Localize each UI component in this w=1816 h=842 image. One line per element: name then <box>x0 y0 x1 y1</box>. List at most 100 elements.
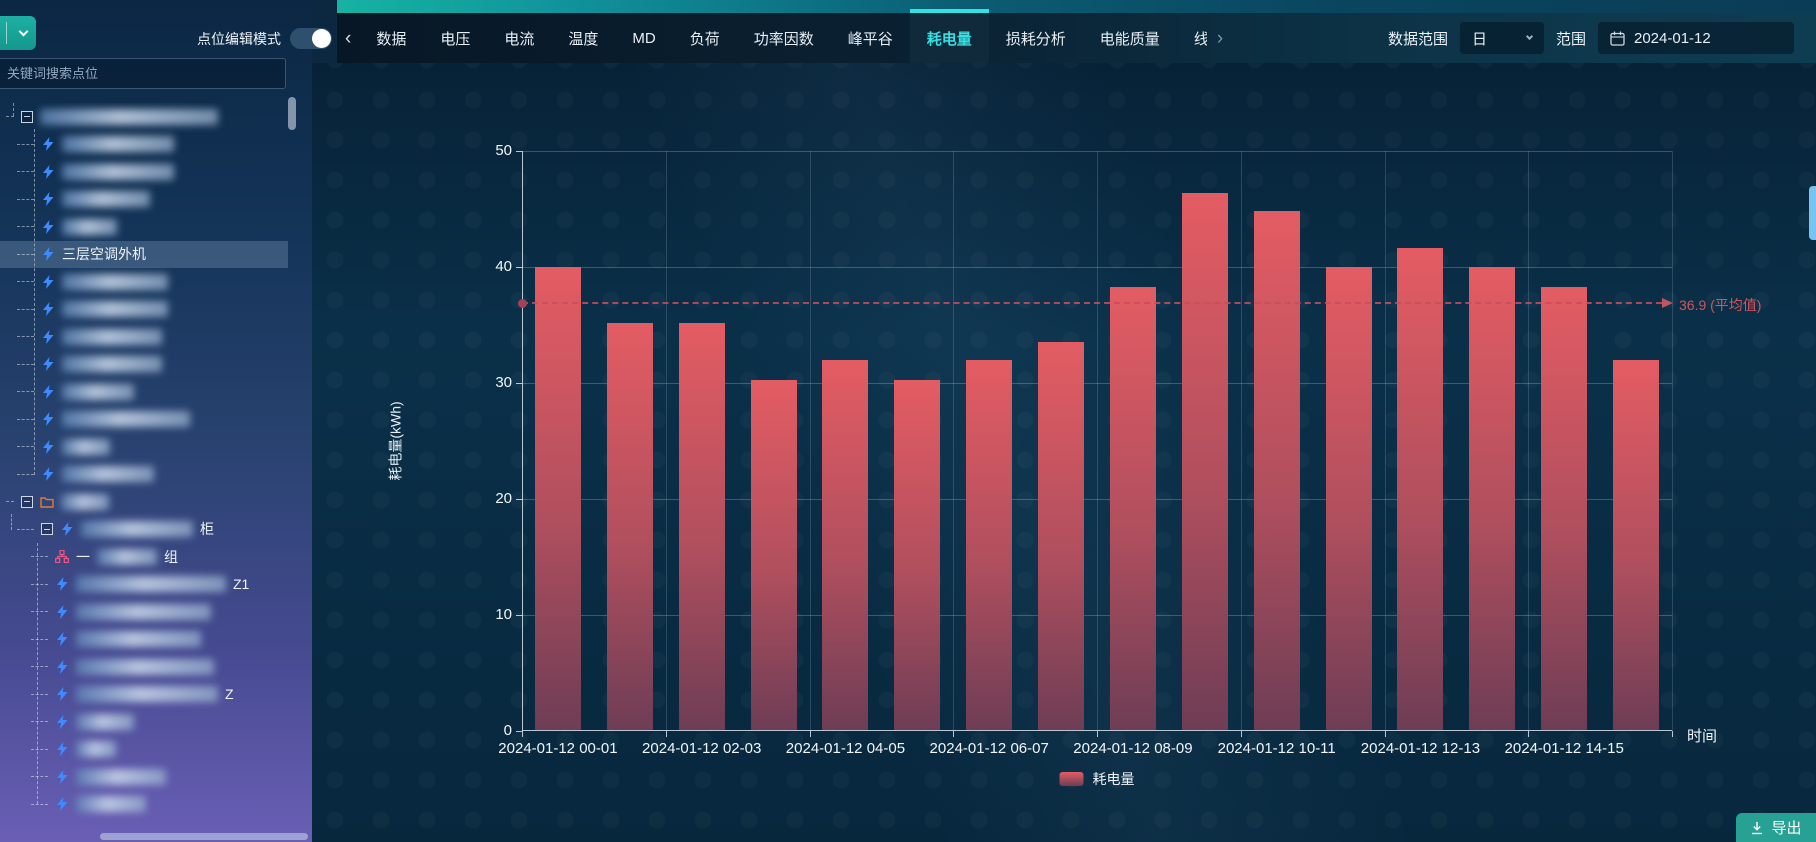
tree-item[interactable] <box>0 598 288 626</box>
collapse-panel-button[interactable] <box>0 16 36 50</box>
tree-item[interactable] <box>0 268 288 296</box>
tree-item[interactable] <box>0 186 288 214</box>
tree-connector <box>31 693 48 695</box>
tree-connector <box>17 253 34 255</box>
bolt-icon <box>42 274 53 289</box>
blurred-label <box>62 328 162 345</box>
collapse-toggle-icon[interactable] <box>41 523 53 536</box>
tree-item[interactable] <box>0 626 288 654</box>
sidebar-scrollbar-thumb[interactable] <box>288 97 296 130</box>
bar-2024-01-12 12-13 <box>1397 248 1444 730</box>
tree-item[interactable] <box>0 736 288 764</box>
tree-item[interactable] <box>0 213 288 241</box>
tab-MD[interactable]: MD <box>632 29 656 47</box>
bar-2024-01-12 08-09 <box>1109 286 1156 730</box>
blurred-label <box>62 411 190 428</box>
tree-connector <box>31 638 48 640</box>
x-gridline <box>1384 151 1386 731</box>
tab-数据[interactable]: 数据 <box>376 30 407 48</box>
legend-item[interactable]: 耗电量 <box>1059 769 1135 789</box>
bolt-icon <box>61 522 72 537</box>
tree-item[interactable] <box>0 378 288 406</box>
tree-connector <box>17 308 34 310</box>
average-line-arrow-icon <box>1662 297 1673 308</box>
tree-item[interactable] <box>0 763 288 791</box>
tab-负荷[interactable]: 负荷 <box>689 30 720 48</box>
tree-item[interactable] <box>0 406 288 434</box>
download-icon <box>1752 821 1763 834</box>
tree-item[interactable] <box>0 461 288 489</box>
collapse-toggle-icon[interactable] <box>21 495 33 508</box>
tree-item[interactable] <box>0 791 288 819</box>
tree-item[interactable]: 柜 <box>0 516 288 544</box>
export-button[interactable]: 导出 <box>1736 813 1816 842</box>
sidebar-hscrollbar-thumb[interactable] <box>100 833 308 840</box>
date-picker[interactable]: 2024-01-12 <box>1598 22 1794 54</box>
tab-温度[interactable]: 温度 <box>568 30 599 48</box>
edit-mode-toggle[interactable] <box>290 28 332 49</box>
tree-item[interactable] <box>0 351 288 379</box>
bar-2024-01-12 01-02 <box>606 322 653 730</box>
tree-item[interactable] <box>0 131 288 159</box>
tab-功率因数[interactable]: 功率因数 <box>753 30 814 48</box>
bar-2024-01-12 04-05 <box>822 359 869 730</box>
tree-item-selected[interactable]: 三层空调外机 <box>0 240 288 268</box>
blurred-label <box>62 466 154 483</box>
chevron-down-icon <box>1525 32 1534 41</box>
tab-电流[interactable]: 电流 <box>504 30 535 48</box>
blurred-label <box>76 686 218 703</box>
blurred-label <box>61 493 109 510</box>
tree-item[interactable] <box>0 708 288 736</box>
collapse-toggle-icon[interactable] <box>21 110 33 123</box>
tree-item[interactable]: 一组 <box>0 543 288 571</box>
x-tick-label: 2024-01-12 04-05 <box>785 740 906 757</box>
bolt-icon <box>42 219 53 234</box>
tab-峰平谷[interactable]: 峰平谷 <box>847 30 893 48</box>
tree-item[interactable]: Z <box>0 681 288 709</box>
bolt-icon <box>56 632 67 647</box>
y-tick-label: 30 <box>495 374 512 391</box>
search-input[interactable] <box>0 58 286 89</box>
tab-电能质量[interactable]: 电能质量 <box>1099 30 1160 48</box>
tree-item[interactable] <box>0 488 288 516</box>
plot-area[interactable]: 耗电量(kWh) 时间 耗电量 0 10 20 30 40 50 2024-01-12 00… <box>388 142 1761 787</box>
tree-item[interactable] <box>0 653 288 681</box>
tab-损耗分析[interactable]: 损耗分析 <box>1005 30 1066 48</box>
date-value: 2024-01-12 <box>1634 29 1711 47</box>
bar-2024-01-12 10-11 <box>1253 211 1300 730</box>
blurred-label <box>76 741 116 758</box>
y-tick-label: 10 <box>495 606 512 623</box>
tree-connector <box>31 666 48 668</box>
bolt-icon <box>56 659 67 674</box>
bar-2024-01-12 02-03 <box>678 322 725 730</box>
blurred-label <box>97 548 157 565</box>
page-scrollbar-thumb[interactable] <box>1809 186 1816 240</box>
x-gridline <box>1240 151 1242 731</box>
tree-item-label: Z1 <box>233 576 250 593</box>
tab-电压[interactable]: 电压 <box>440 30 471 48</box>
tree-item[interactable] <box>0 433 288 461</box>
sitemap-icon <box>55 550 69 564</box>
y-tick-mark <box>516 383 522 384</box>
tree-item[interactable] <box>0 103 288 131</box>
tree-connector <box>17 391 34 393</box>
edit-mode-label: 点位编辑模式 <box>197 30 281 47</box>
average-line-dot <box>518 298 527 308</box>
tree-item[interactable]: Z1 <box>0 571 288 599</box>
folder-icon <box>40 497 54 508</box>
tab-线[interactable]: 线 <box>1193 30 1207 48</box>
bar-2024-01-12 11-12 <box>1325 267 1372 730</box>
tree-item-label: Z <box>225 686 234 703</box>
tree-item[interactable] <box>0 296 288 324</box>
granularity-select[interactable]: 日 <box>1459 22 1544 54</box>
tab-耗电量[interactable]: 耗电量 <box>909 9 989 63</box>
bolt-icon <box>42 329 53 344</box>
blurred-label <box>76 603 211 620</box>
y-gridline <box>522 151 1672 152</box>
tabs-scroll-left-icon[interactable]: ‹ <box>345 27 352 49</box>
bar-2024-01-12 15-16 <box>1613 359 1660 730</box>
blurred-label <box>40 108 218 125</box>
tree-item[interactable] <box>0 158 288 186</box>
tree-item[interactable] <box>0 323 288 351</box>
tabs-scroll-right-icon[interactable]: › <box>1216 27 1224 49</box>
